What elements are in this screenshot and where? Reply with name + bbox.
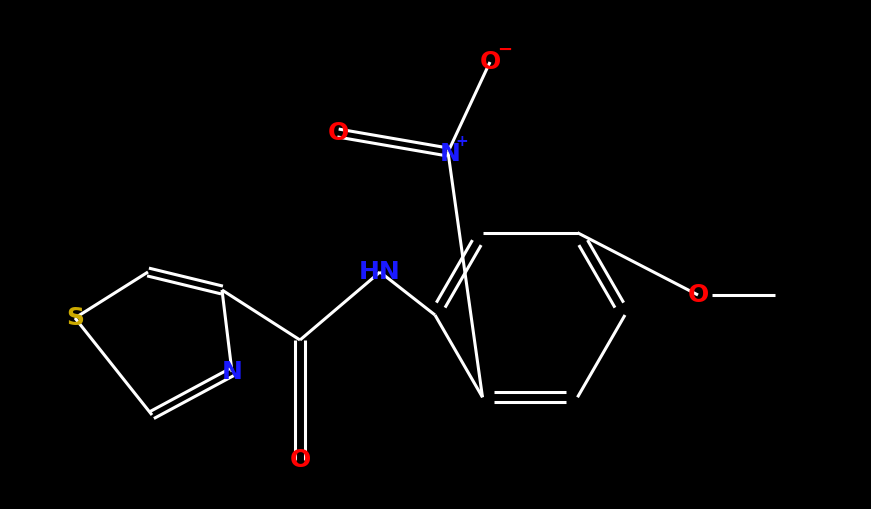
Text: N: N	[440, 142, 461, 166]
Text: N: N	[221, 360, 242, 384]
Text: S: S	[66, 306, 84, 330]
Text: O: O	[327, 121, 348, 145]
Text: HN: HN	[359, 260, 401, 284]
Text: O: O	[479, 50, 501, 74]
Text: +: +	[456, 134, 469, 150]
Text: −: −	[497, 41, 512, 59]
Text: O: O	[687, 283, 709, 307]
Text: O: O	[289, 448, 311, 472]
